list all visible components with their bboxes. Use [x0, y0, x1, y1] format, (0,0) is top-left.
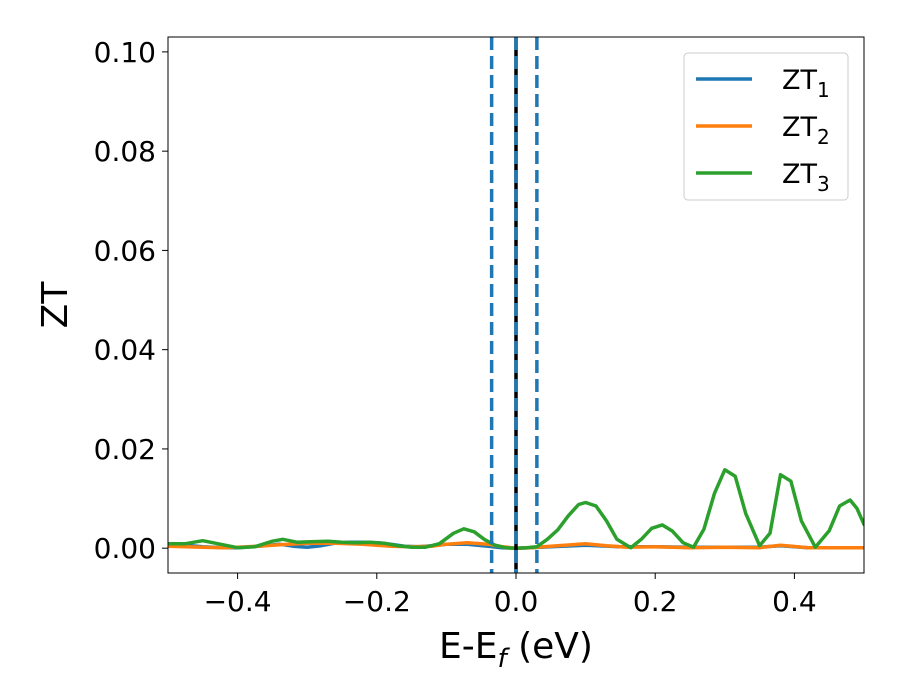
y-axis-label: ZT	[35, 281, 76, 329]
x-tick-label: 0.0	[494, 585, 539, 618]
y-tick-label: 0.02	[94, 433, 156, 466]
y-tick-label: 0.00	[94, 532, 156, 565]
x-axis-label: E-Ef (eV)	[439, 626, 593, 674]
x-axis-ticks: −0.4 −0.2 0.0 0.2 0.4	[204, 573, 817, 618]
y-tick-label: 0.06	[94, 234, 156, 267]
y-tick-label: 0.08	[94, 135, 156, 168]
x-tick-label: −0.2	[343, 585, 411, 618]
y-tick-label: 0.10	[94, 36, 156, 69]
plot-area	[168, 468, 864, 550]
y-axis-ticks: 0.00 0.02 0.04 0.06 0.08 0.10	[94, 36, 168, 565]
x-tick-label: −0.4	[204, 585, 272, 618]
legend: ZT1 ZT2 ZT3	[683, 52, 849, 201]
series-line-zt3	[168, 468, 864, 550]
legend-box	[683, 52, 849, 201]
legend-label: ZT1	[782, 65, 830, 102]
x-tick-label: 0.2	[633, 585, 678, 618]
fermi-reference-lines	[489, 37, 539, 573]
legend-label: ZT2	[782, 112, 830, 149]
y-tick-label: 0.04	[94, 334, 156, 367]
x-tick-label: 0.4	[772, 585, 817, 618]
legend-label: ZT3	[782, 159, 830, 196]
